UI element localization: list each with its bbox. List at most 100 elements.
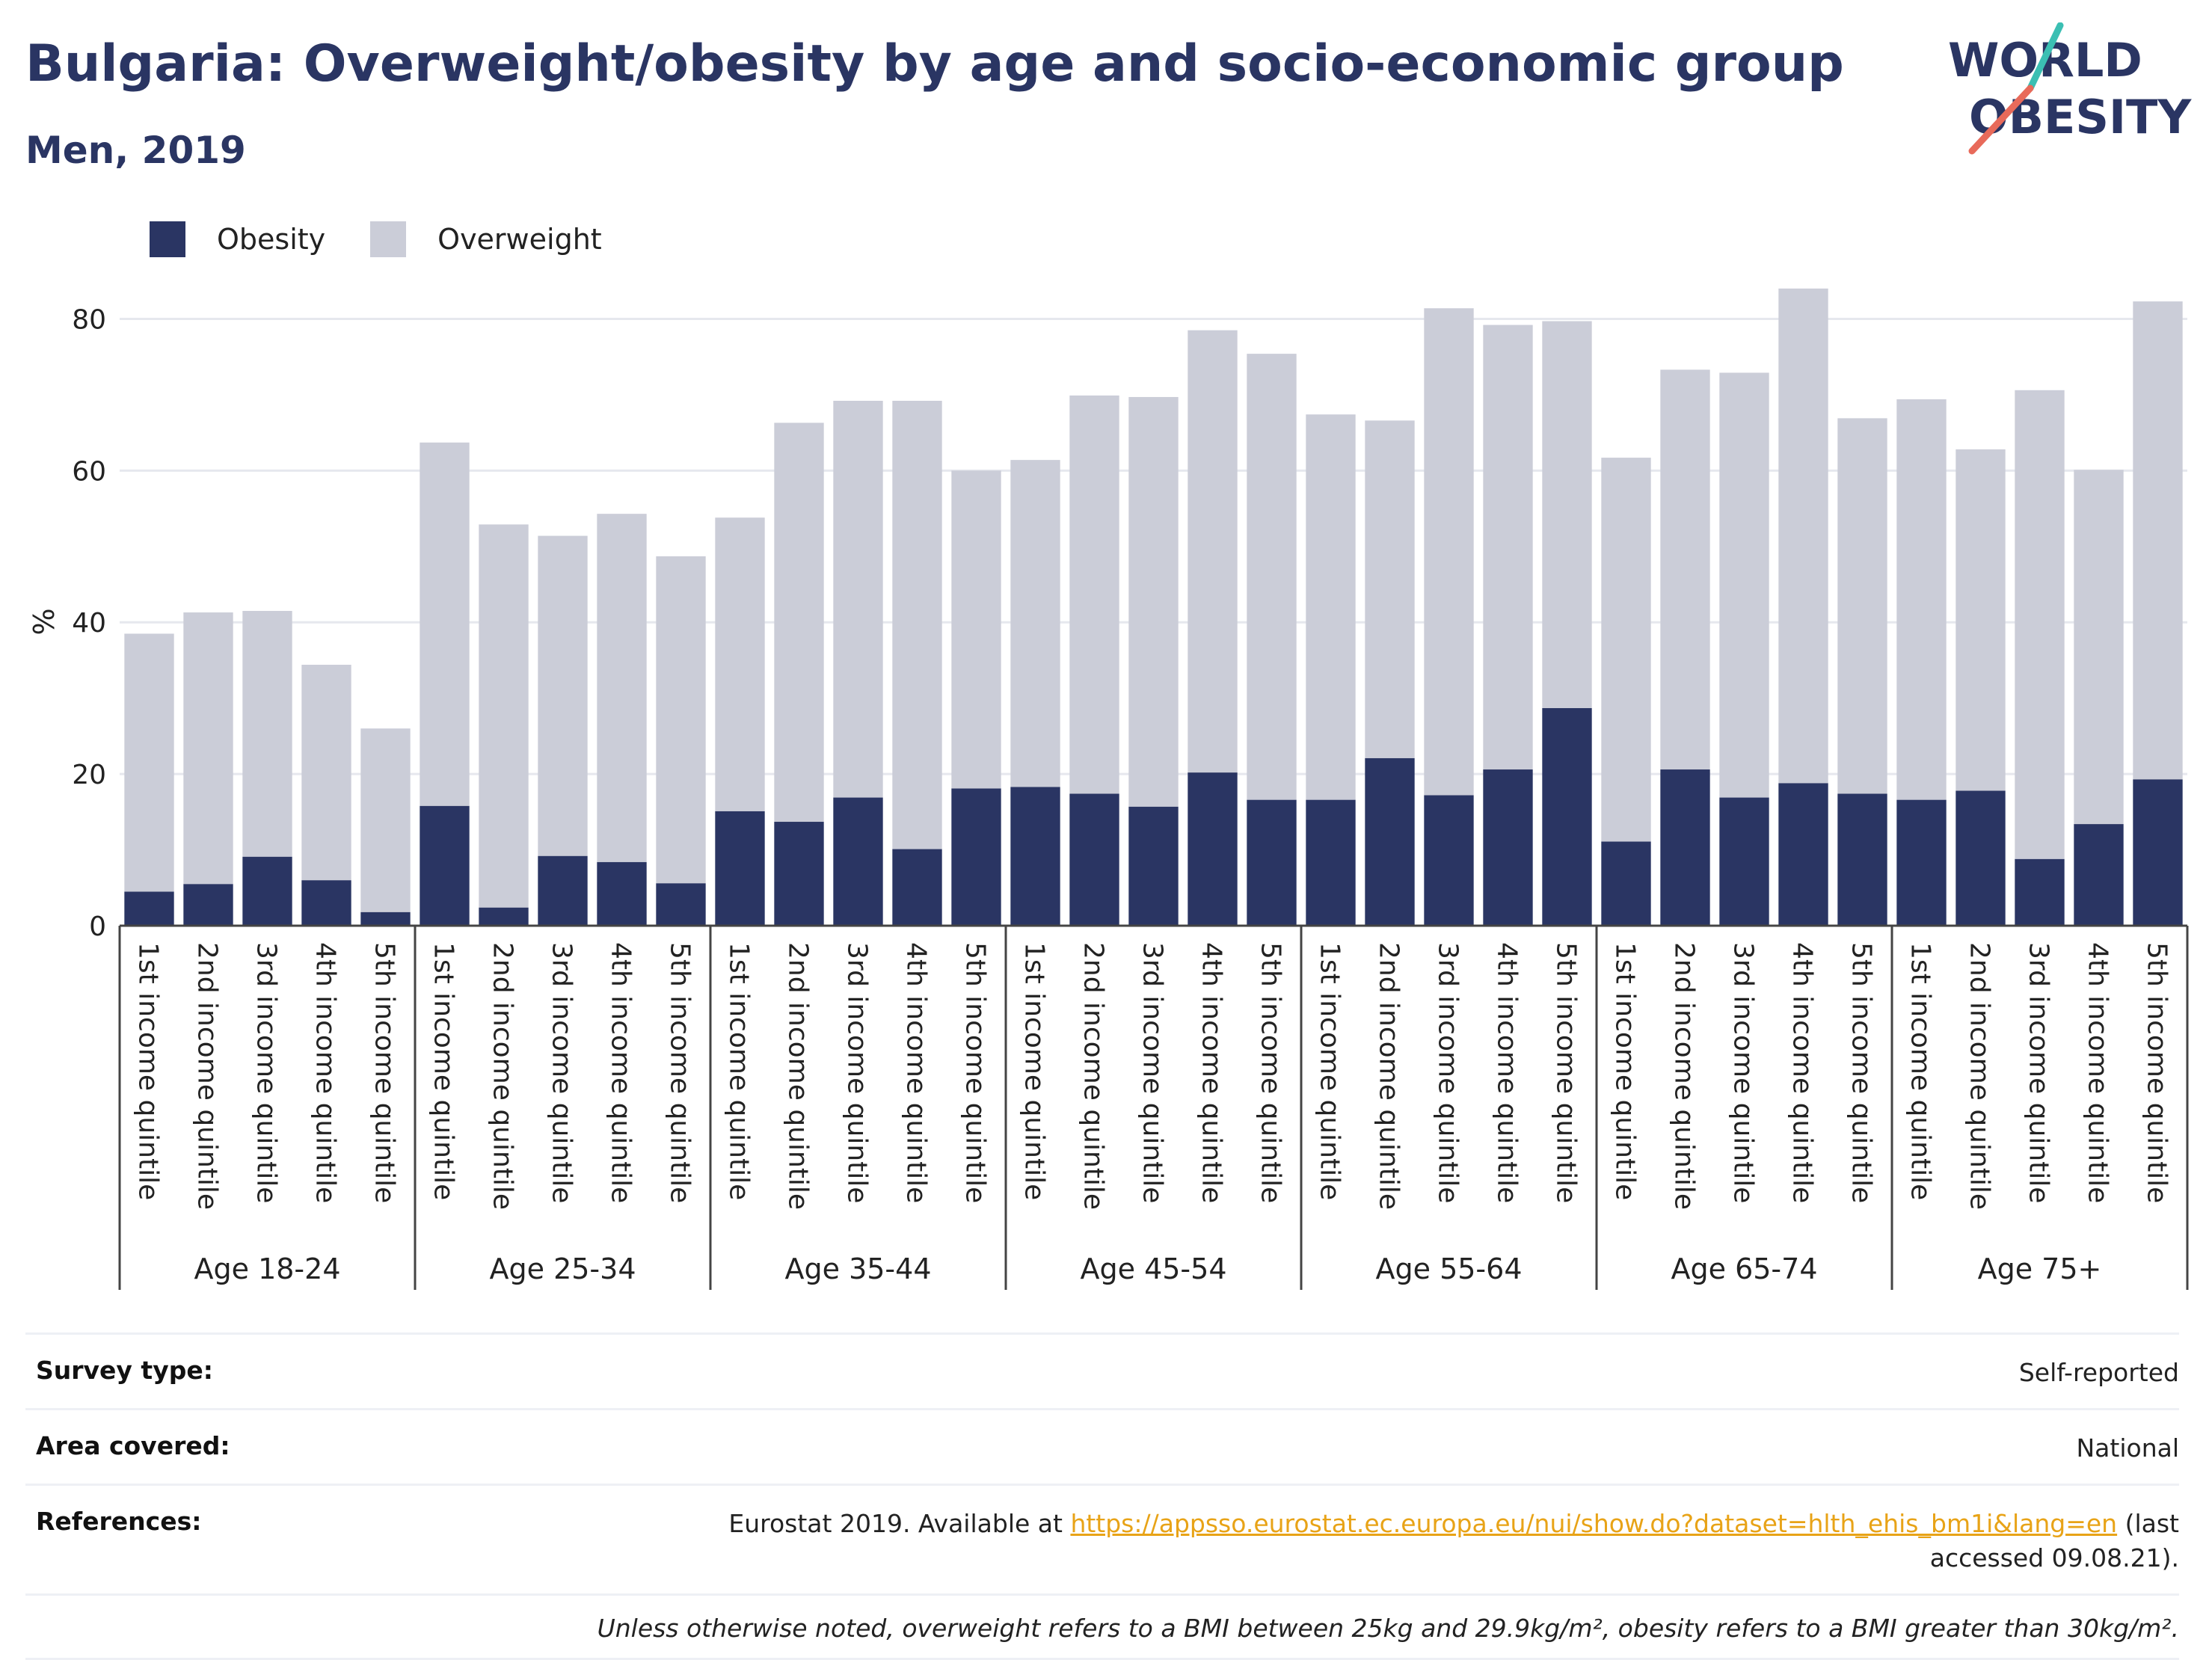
x-tick-label: 2nd income quintile bbox=[1078, 942, 1109, 1210]
x-tick-label: 2nd income quintile bbox=[1374, 942, 1404, 1210]
x-tick-label: 3rd income quintile bbox=[1728, 942, 1759, 1203]
page-subtitle: Men, 2019 bbox=[25, 129, 246, 172]
x-tick-label: 5th income quintile bbox=[1846, 942, 1877, 1203]
bar-obesity bbox=[1660, 769, 1710, 926]
bar-obesity bbox=[2133, 779, 2183, 926]
bar-overweight bbox=[1424, 308, 1474, 796]
x-tick-label: 2nd income quintile bbox=[1964, 942, 1995, 1210]
y-tick-label: 40 bbox=[72, 608, 106, 639]
bar-obesity bbox=[892, 849, 942, 926]
bar-obesity bbox=[1365, 757, 1415, 926]
y-tick-label: 20 bbox=[72, 760, 106, 790]
x-tick-label: 4th income quintile bbox=[1787, 942, 1818, 1203]
bar-obesity bbox=[1424, 795, 1474, 926]
bar-overweight bbox=[1069, 395, 1119, 794]
x-tick-label: 1st income quintile bbox=[724, 942, 755, 1200]
group-label: Age 55-64 bbox=[1376, 1252, 1523, 1285]
x-tick-label: 3rd income quintile bbox=[547, 942, 577, 1203]
bar-obesity bbox=[360, 912, 411, 926]
bar-obesity bbox=[1837, 793, 1887, 926]
bar-overweight bbox=[1660, 369, 1710, 770]
bar-overweight bbox=[833, 401, 883, 798]
bar-obesity bbox=[301, 880, 351, 926]
x-tick-label: 1st income quintile bbox=[1019, 942, 1050, 1200]
bar-obesity bbox=[479, 907, 529, 926]
group-label: Age 35-44 bbox=[785, 1252, 932, 1285]
legend-label-overweight: Overweight bbox=[437, 223, 602, 256]
group-label: Age 65-74 bbox=[1671, 1252, 1818, 1285]
bar-overweight bbox=[242, 611, 292, 857]
bar-overweight bbox=[1306, 414, 1356, 800]
x-tick-label: 5th income quintile bbox=[2142, 942, 2172, 1203]
x-tick-label: 1st income quintile bbox=[1315, 942, 1345, 1200]
x-tick-label: 5th income quintile bbox=[960, 942, 991, 1203]
bar-overweight bbox=[420, 442, 470, 806]
bar-overweight bbox=[124, 633, 174, 892]
bar-overweight bbox=[1365, 420, 1415, 758]
bar-obesity bbox=[2015, 858, 2065, 926]
bar-obesity bbox=[420, 805, 470, 926]
x-tick-label: 3rd income quintile bbox=[1433, 942, 1463, 1203]
bar-overweight bbox=[360, 728, 411, 912]
bar-obesity bbox=[1956, 790, 2006, 926]
bar-overweight bbox=[715, 517, 765, 811]
chart-legend: Obesity Overweight bbox=[150, 221, 647, 257]
bar-obesity bbox=[1069, 793, 1119, 926]
bar-overweight bbox=[2133, 301, 2183, 780]
x-tick-label: 5th income quintile bbox=[1551, 942, 1582, 1203]
x-tick-label: 4th income quintile bbox=[901, 942, 932, 1203]
bar-overweight bbox=[951, 470, 1001, 789]
y-tick-label: 60 bbox=[72, 456, 106, 487]
y-axis-label: % bbox=[28, 608, 61, 635]
bar-overweight bbox=[183, 612, 233, 885]
bar-obesity bbox=[656, 883, 706, 926]
bar-obesity bbox=[1896, 799, 1947, 926]
logo-slash-red bbox=[1968, 84, 2034, 155]
logo-slash-teal bbox=[2027, 22, 2064, 92]
bar-overweight bbox=[2015, 390, 2065, 859]
x-tick-label: 2nd income quintile bbox=[488, 942, 518, 1210]
group-label: Age 25-34 bbox=[490, 1252, 636, 1285]
bar-obesity bbox=[242, 856, 292, 926]
world-obesity-logo: WORLD OBESITY bbox=[1948, 22, 2192, 155]
bar-obesity bbox=[124, 891, 174, 926]
meta-label: Survey type: bbox=[36, 1356, 213, 1385]
meta-row-area-covered: Area covered: National bbox=[25, 1408, 2179, 1484]
bar-obesity bbox=[1542, 707, 1592, 926]
x-tick-label: 4th income quintile bbox=[1196, 942, 1227, 1203]
x-tick-label: 4th income quintile bbox=[2083, 942, 2113, 1203]
bar-obesity bbox=[1247, 799, 1297, 926]
metadata-table: Survey type: Self-reported Area covered:… bbox=[25, 1332, 2179, 1660]
bar-overweight bbox=[1719, 372, 1769, 798]
meta-label: References: bbox=[36, 1507, 202, 1536]
bmi-definition-note: Unless otherwise noted, overweight refer… bbox=[25, 1593, 2179, 1660]
bar-overweight bbox=[1483, 325, 1533, 770]
bar-obesity bbox=[1188, 772, 1238, 926]
bar-overweight bbox=[1247, 354, 1297, 800]
group-label: Age 18-24 bbox=[194, 1252, 341, 1285]
bar-overweight bbox=[1837, 418, 1887, 794]
bar-overweight bbox=[1542, 321, 1592, 708]
bar-obesity bbox=[597, 861, 647, 926]
bar-overweight bbox=[1601, 458, 1651, 842]
bar-obesity bbox=[1778, 783, 1828, 926]
reference-link[interactable]: https://appsso.eurostat.ec.europa.eu/nui… bbox=[1070, 1509, 2118, 1538]
x-tick-label: 4th income quintile bbox=[606, 942, 636, 1203]
bar-overweight bbox=[656, 556, 706, 884]
bar-overweight bbox=[774, 422, 824, 823]
bar-overweight bbox=[479, 524, 529, 908]
bar-overweight bbox=[892, 401, 942, 849]
x-tick-label: 2nd income quintile bbox=[1669, 942, 1700, 1210]
bar-overweight bbox=[1778, 288, 1828, 784]
x-tick-label: 5th income quintile bbox=[369, 942, 400, 1203]
x-tick-label: 5th income quintile bbox=[1256, 942, 1286, 1203]
x-tick-label: 1st income quintile bbox=[428, 942, 459, 1200]
bar-obesity bbox=[1010, 787, 1060, 926]
meta-value: National bbox=[2076, 1433, 2179, 1463]
meta-row-survey-type: Survey type: Self-reported bbox=[25, 1332, 2179, 1408]
x-tick-label: 2nd income quintile bbox=[192, 942, 223, 1210]
page-title: Bulgaria: Overweight/obesity by age and … bbox=[25, 34, 1844, 93]
bar-overweight bbox=[1188, 330, 1238, 773]
x-tick-label: 2nd income quintile bbox=[783, 942, 814, 1210]
bar-overweight bbox=[538, 535, 588, 856]
